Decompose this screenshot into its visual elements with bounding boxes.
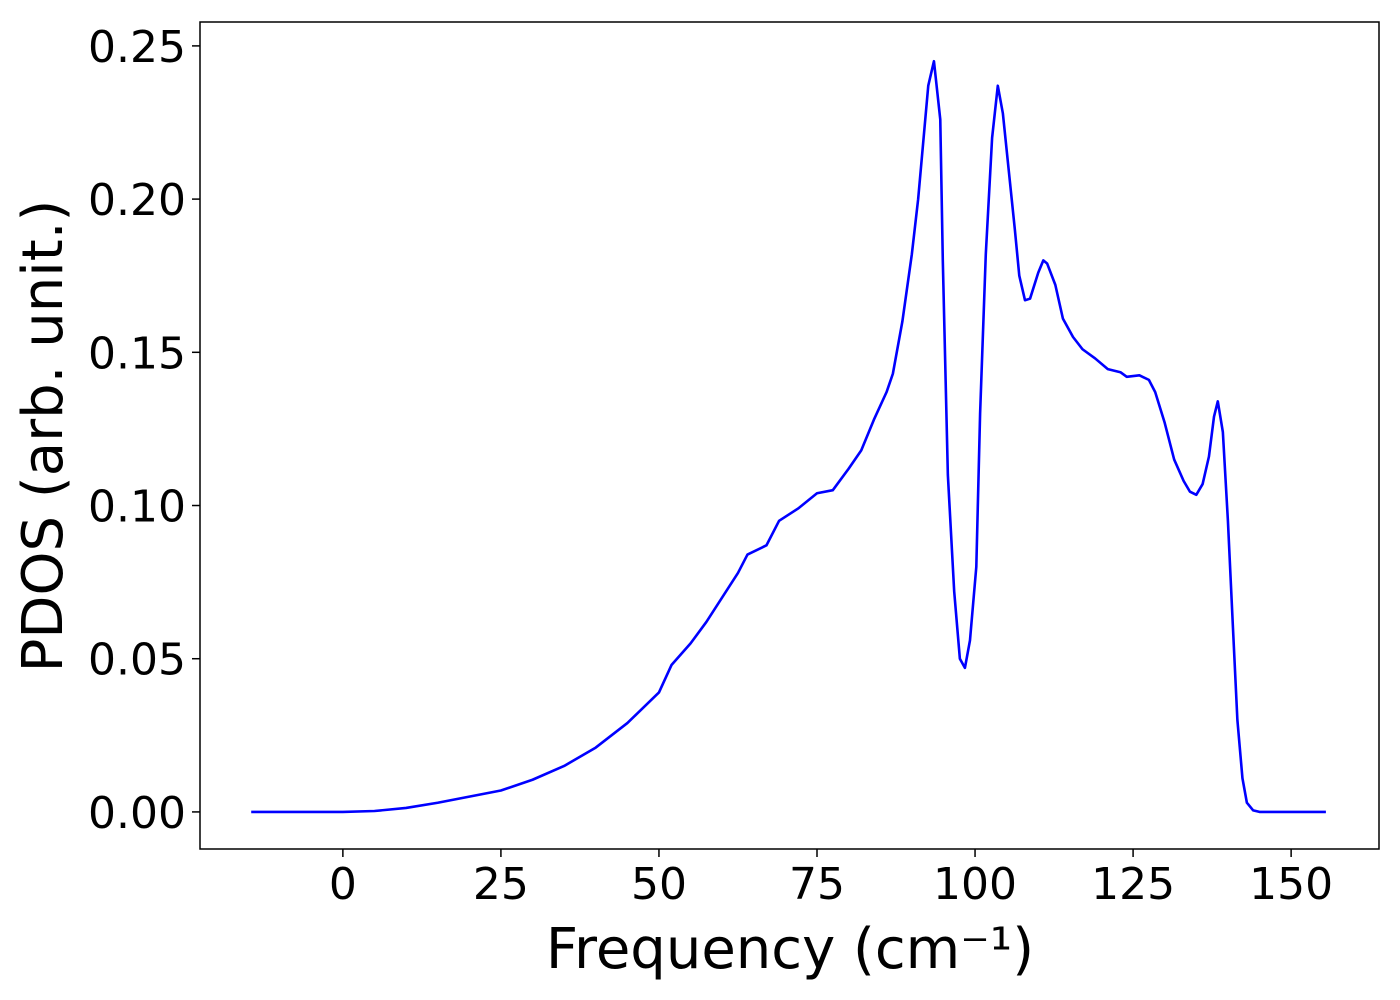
plot-frame [199,21,1380,850]
y-axis-label: PDOS (arb. unit.) [11,200,76,673]
y-tick-label: 0.25 [88,22,186,73]
y-tick-label: 0.05 [88,635,186,686]
x-tick-label: 125 [1091,859,1175,910]
x-tick-label: 50 [631,859,687,910]
x-tick-label: 150 [1249,859,1333,910]
y-tick-label: 0.20 [88,175,186,226]
y-tick-label: 0.10 [88,482,186,533]
x-tick-label: 25 [473,859,529,910]
x-tick-label: 75 [789,859,845,910]
y-tick-label: 0.00 [88,788,186,839]
x-axis-label: Frequency (cm⁻¹) [546,917,1034,982]
x-tick-label: 100 [933,859,1017,910]
x-tick-label: 0 [329,859,357,910]
y-tick-label: 0.15 [88,328,186,379]
line-series [251,59,1326,814]
